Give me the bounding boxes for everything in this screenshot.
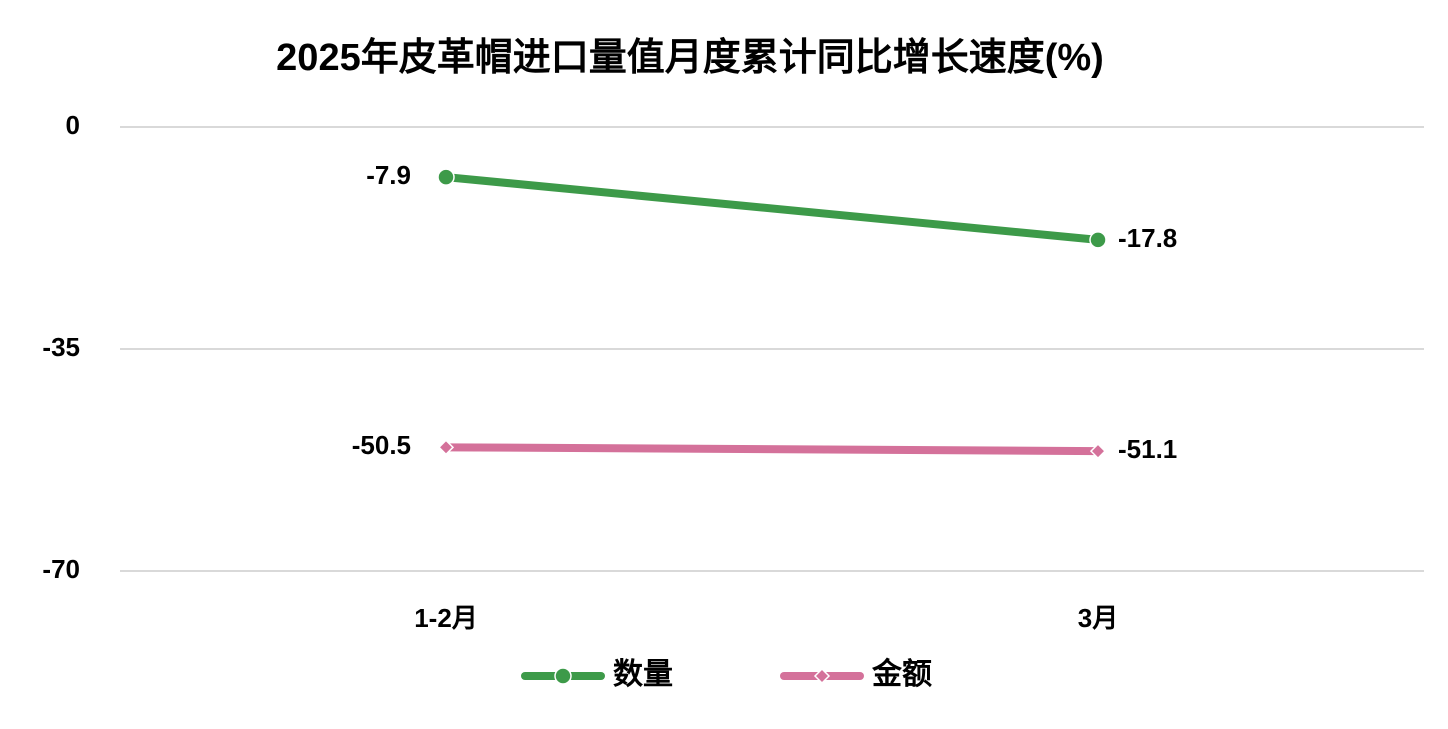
y-tick-label: 0	[66, 110, 80, 140]
y-tick-label: -70	[42, 554, 80, 584]
legend-marker	[554, 667, 572, 685]
series-line	[442, 173, 1102, 244]
data-label: -7.9	[366, 160, 411, 190]
x-tick-label: 1-2月	[414, 603, 478, 633]
legend-label: 数量	[613, 658, 673, 691]
x-tick-label: 3月	[1078, 603, 1118, 633]
data-point	[437, 439, 455, 456]
data-point	[1089, 443, 1107, 460]
legend-marker	[813, 667, 831, 685]
series-line	[442, 443, 1102, 456]
chart-title: 2025年皮革帽进口量值月度累计同比增长速度(%)	[276, 37, 1104, 79]
data-point	[437, 168, 455, 186]
data-label: -17.8	[1118, 223, 1177, 253]
data-label: -51.1	[1118, 434, 1177, 464]
data-label: -50.5	[352, 430, 411, 460]
y-tick-label: -35	[42, 332, 80, 362]
legend-label: 金额	[871, 657, 932, 691]
data-point	[1089, 231, 1107, 249]
